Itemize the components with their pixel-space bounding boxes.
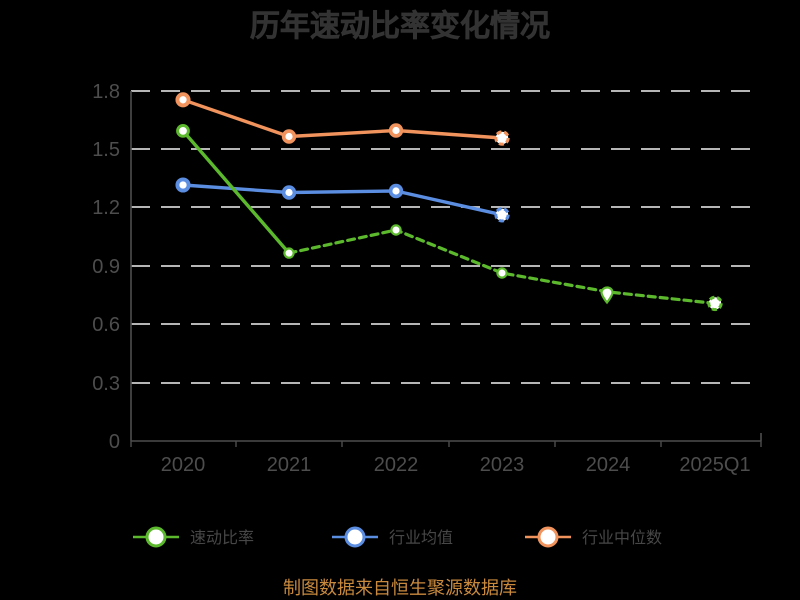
svg-text:2020: 2020 [161, 454, 206, 476]
svg-text:1.2: 1.2 [92, 197, 120, 219]
svg-text:0: 0 [109, 431, 120, 453]
svg-text:行业中位数: 行业中位数 [582, 529, 662, 547]
svg-text:2022: 2022 [374, 454, 419, 476]
svg-text:制图数据来自恒生聚源数据库: 制图数据来自恒生聚源数据库 [283, 578, 517, 598]
svg-text:2024: 2024 [586, 454, 631, 476]
svg-text:2023: 2023 [480, 454, 525, 476]
svg-text:0.3: 0.3 [92, 373, 120, 395]
svg-text:历年速动比率变化情况: 历年速动比率变化情况 [250, 9, 550, 43]
svg-text:1.8: 1.8 [92, 81, 120, 103]
svg-text:2021: 2021 [267, 454, 312, 476]
svg-text:行业均值: 行业均值 [389, 529, 453, 547]
svg-text:2025Q1: 2025Q1 [679, 454, 750, 476]
svg-text:0.6: 0.6 [92, 314, 120, 336]
svg-text:0.9: 0.9 [92, 256, 120, 278]
svg-text:1.5: 1.5 [92, 139, 120, 161]
svg-text:速动比率: 速动比率 [190, 529, 254, 547]
